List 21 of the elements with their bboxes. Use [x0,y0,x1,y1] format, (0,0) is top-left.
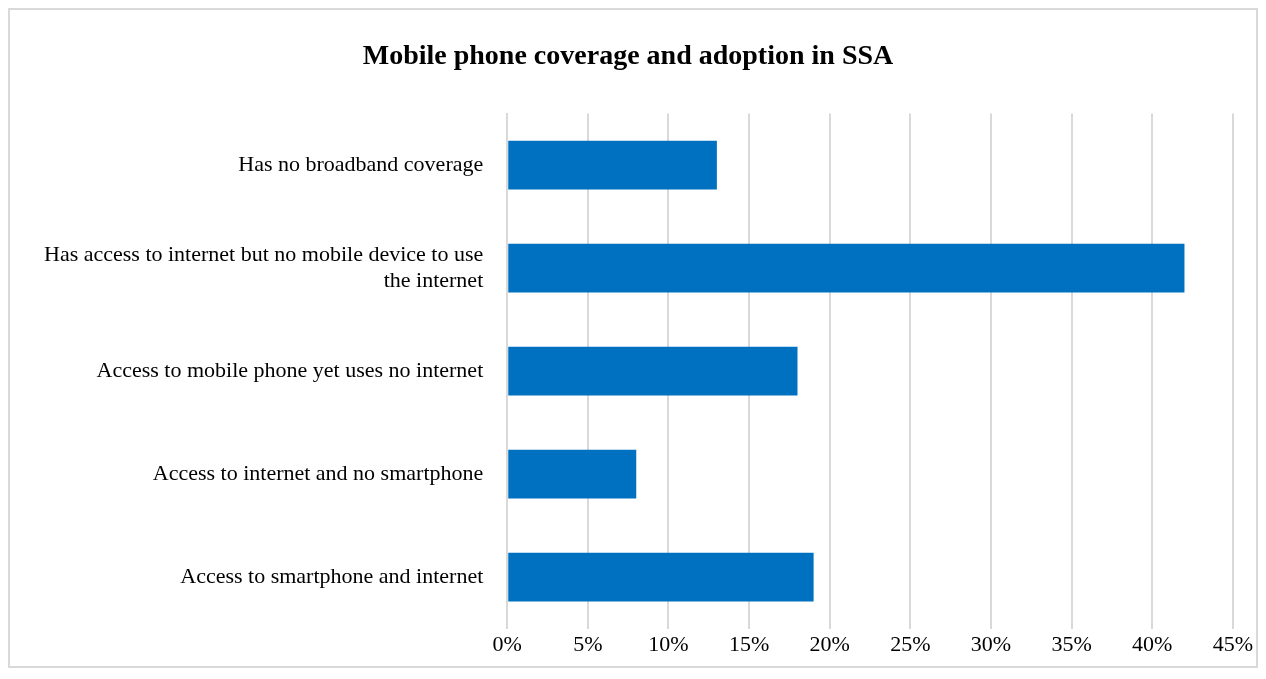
x-tick-label: 5% [573,630,603,656]
x-tick-label: 45% [1212,630,1253,656]
chart-title: Mobile phone coverage and adoption in SSA [362,39,895,71]
bar [508,243,1185,293]
x-tick-label: 10% [648,630,689,656]
x-tick-label: 25% [890,630,931,656]
y-tick-label: Has access to internet but no mobile device to use the internet [43,240,484,293]
x-tick-label: 0% [492,630,522,656]
x-tick-label: 30% [970,630,1012,656]
bar [508,552,814,602]
x-tick-label: 20% [809,630,850,656]
y-tick-label: Has no broadband coverage [238,150,484,176]
y-tick-label: Access to mobile phone yet uses no internet [96,356,484,382]
x-tick-label: 40% [1132,630,1173,656]
x-tick-label: 15% [728,630,770,656]
y-tick-label: Access to internet and no smartphone [152,459,484,485]
bar [508,346,798,396]
x-tick-label: 35% [1051,630,1092,656]
bar [508,140,717,190]
bar [508,449,637,499]
y-tick-label: Access to smartphone and internet [180,562,484,588]
